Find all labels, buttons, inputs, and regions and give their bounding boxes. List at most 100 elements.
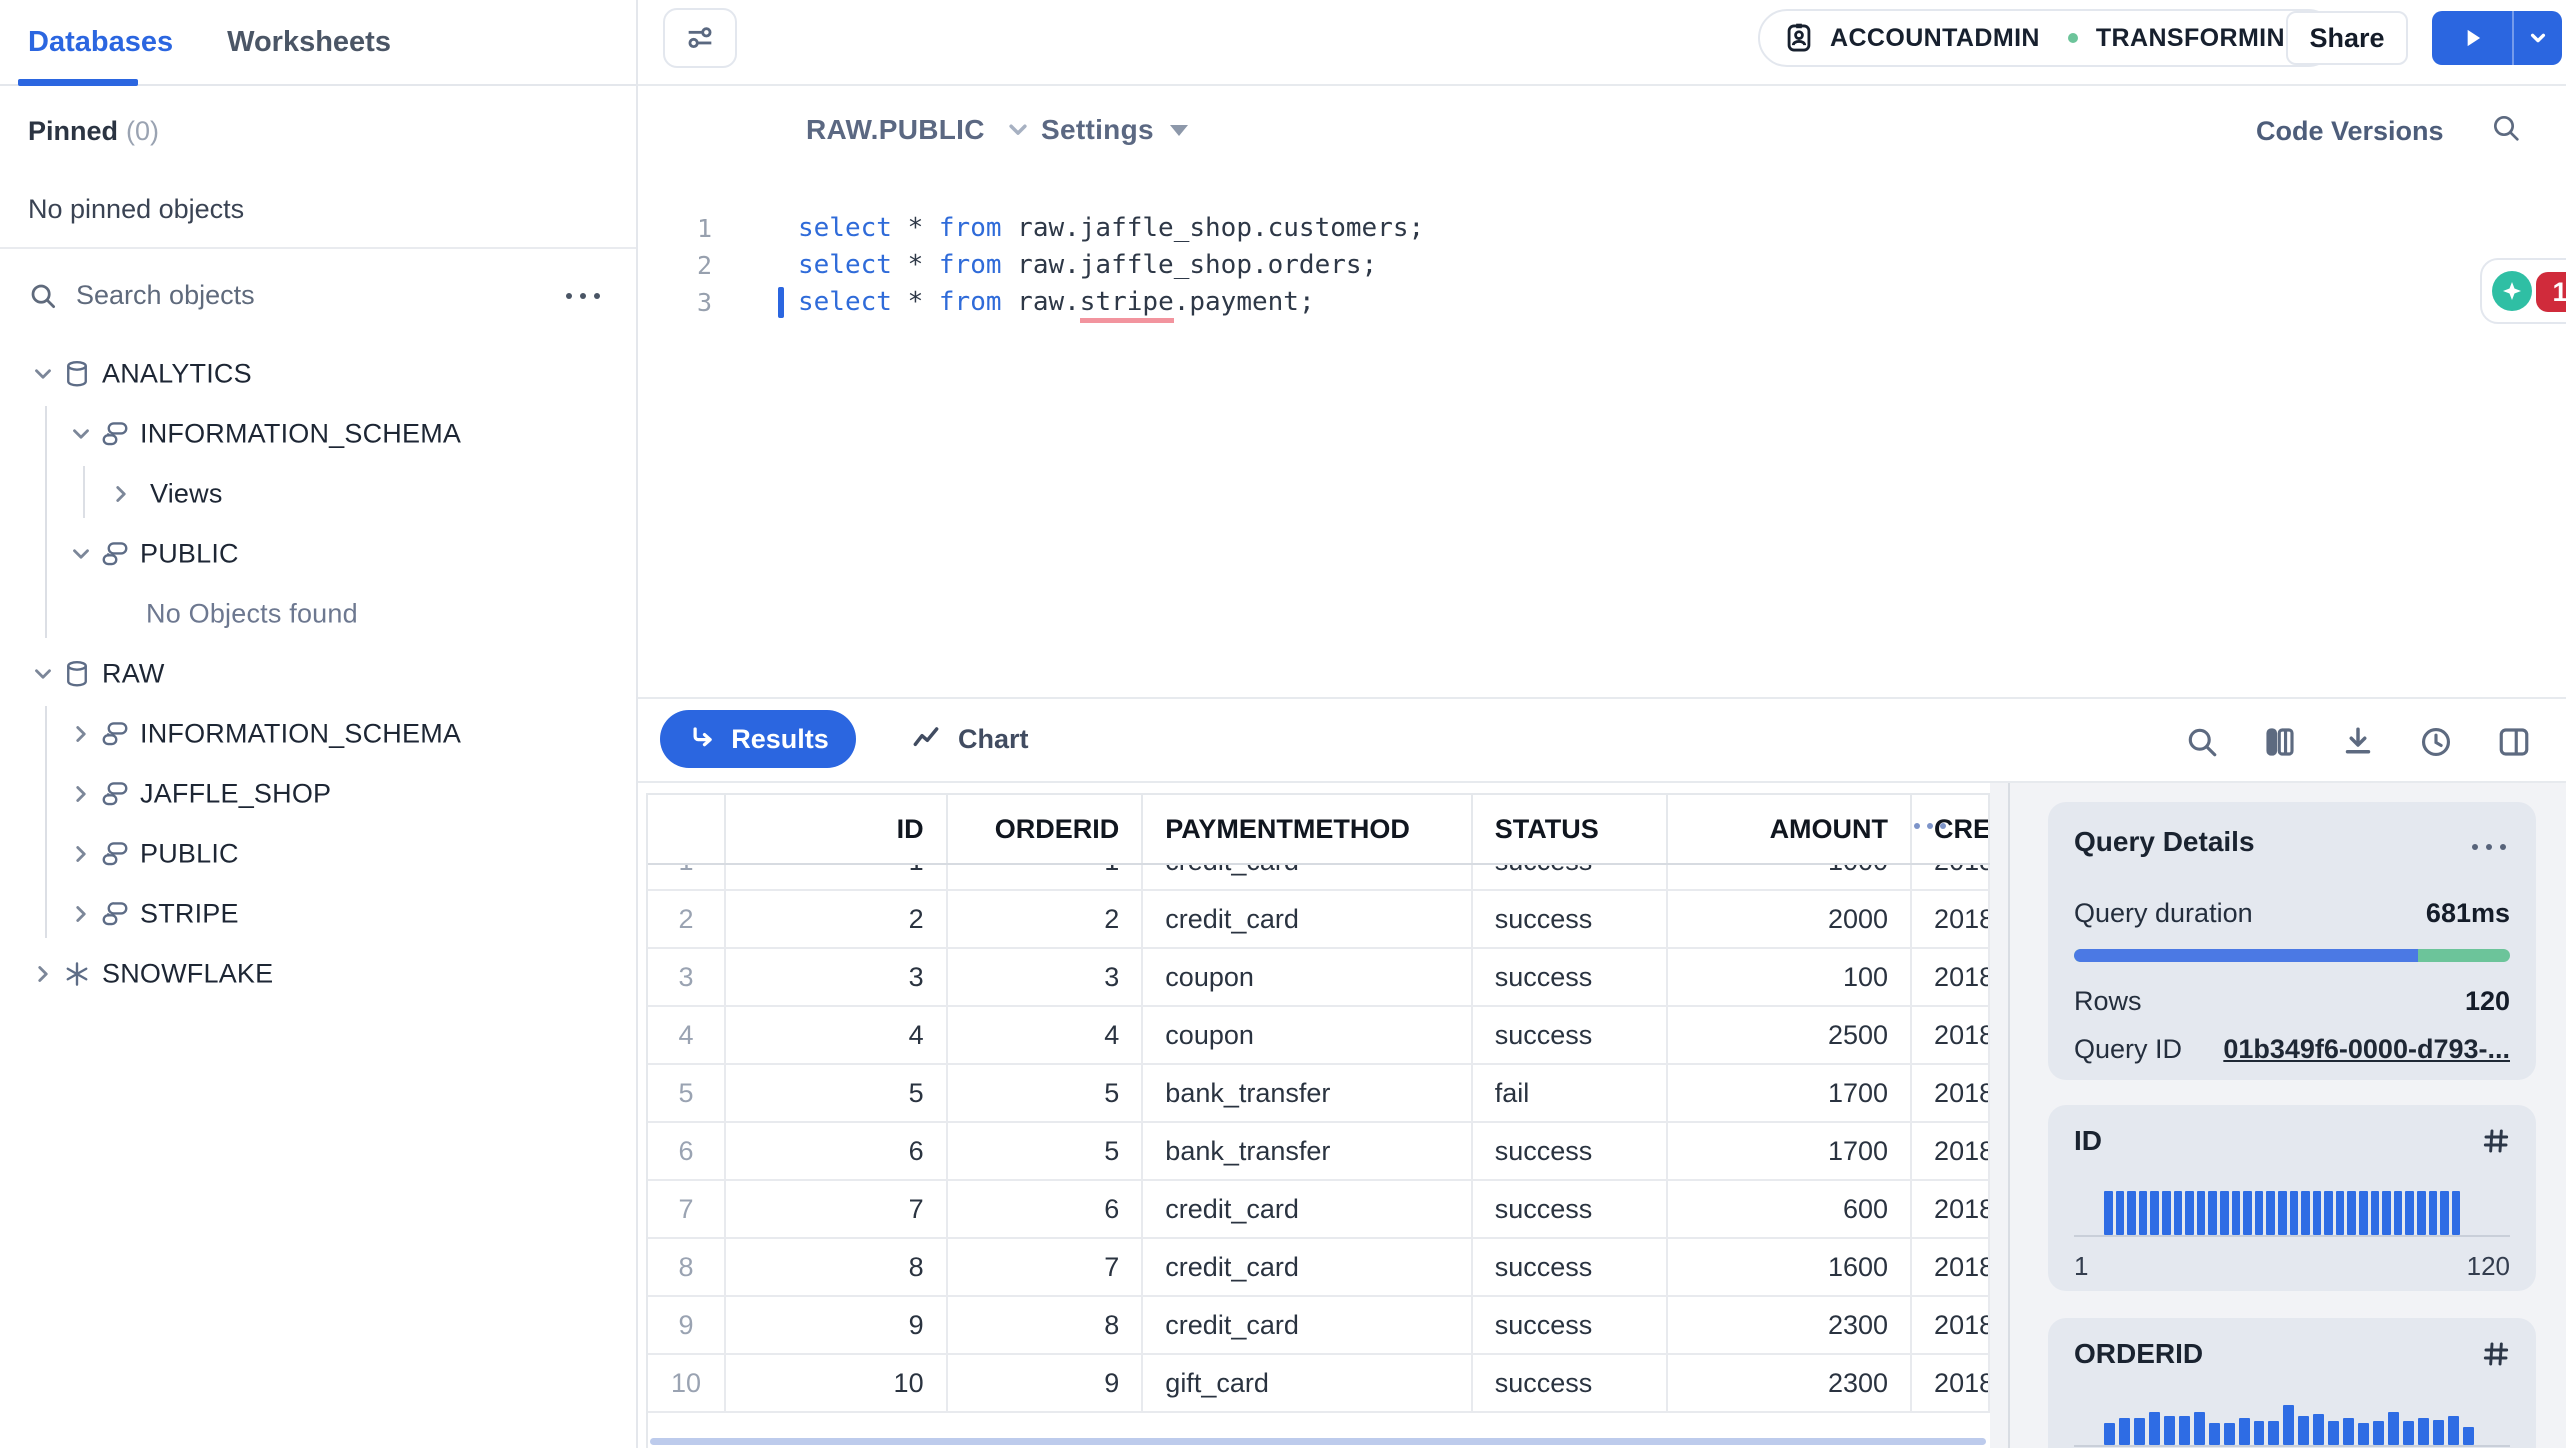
return-arrow-icon — [693, 727, 712, 747]
code-line-1[interactable]: 1 select * from raw.jaffle_shop.customers… — [638, 210, 1424, 247]
tab-worksheets[interactable]: Worksheets — [227, 25, 391, 58]
grid-body: 111credit_cardsuccess10002018222credit_c… — [648, 833, 1990, 1413]
table-row[interactable]: 9 9 8 credit_card success 2300 2018 — [648, 1297, 1990, 1355]
query-details-menu[interactable] — [2464, 836, 2514, 858]
table-row[interactable]: 5 5 5 bank_transfer fail 1700 2018 — [648, 1065, 1990, 1123]
object-search[interactable]: Search objects — [0, 249, 636, 342]
download-button[interactable] — [2340, 724, 2376, 760]
history-button[interactable] — [2418, 724, 2454, 760]
chevron-down-icon — [73, 549, 89, 559]
split-panel-button[interactable] — [2496, 724, 2532, 760]
database-context-label: RAW.PUBLIC — [806, 114, 985, 145]
sidebar-more-menu[interactable] — [558, 285, 608, 307]
tree-expander[interactable] — [30, 661, 56, 687]
tree-item-analytics[interactable]: ANALYTICS — [0, 344, 636, 404]
code-area[interactable]: 1 select * from raw.jaffle_shop.customers… — [638, 210, 1424, 323]
settings-dropdown[interactable]: Settings — [1041, 114, 1188, 146]
schema-icon — [102, 782, 128, 806]
code-text: select * from raw.stripe.payment; — [798, 284, 1315, 323]
tree-expander[interactable] — [68, 841, 94, 867]
grid-scrollbar-track[interactable] — [2008, 783, 2010, 1448]
tree-item-snowflake[interactable]: SNOWFLAKE — [0, 944, 636, 1004]
tree-item-label: INFORMATION_SCHEMA — [140, 718, 462, 749]
share-button[interactable]: Share — [2286, 11, 2408, 65]
code-versions-link[interactable]: Code Versions — [2256, 116, 2444, 146]
column-header-id[interactable]: ID — [726, 795, 948, 863]
column-header-created[interactable]: CREATED — [1912, 795, 1990, 863]
tree-expander[interactable] — [108, 481, 134, 507]
table-row[interactable]: 10 10 9 gift_card success 2300 2018 — [648, 1355, 1990, 1413]
search-results-button[interactable] — [2184, 724, 2220, 760]
tree-expander[interactable] — [30, 361, 56, 387]
context-selector[interactable]: ACCOUNTADMIN TRANSFORMING — [1758, 9, 2337, 67]
run-button[interactable] — [2432, 11, 2514, 65]
run-options-button[interactable] — [2514, 11, 2562, 65]
tree-item-views[interactable]: Views — [0, 464, 636, 524]
settings-label: Settings — [1041, 114, 1154, 145]
code-line-2[interactable]: 2 select * from raw.jaffle_shop.orders; — [638, 247, 1424, 284]
sql-editor[interactable]: RAW.PUBLIC Settings Code Versions 1 selec… — [638, 86, 2566, 697]
table-row[interactable]: 2 2 2 credit_card success 2000 2018 — [648, 891, 1990, 949]
numeric-column-icon[interactable] — [2480, 1125, 2512, 1162]
tree-item-jaffle-shop[interactable]: JAFFLE_SHOP — [0, 764, 636, 824]
tree-item-label: PUBLIC — [140, 838, 239, 869]
code-line-3[interactable]: 3 select * from raw.stripe.payment; — [638, 284, 1424, 323]
tab-databases[interactable]: Databases — [28, 25, 174, 58]
tab-chart[interactable]: Chart — [900, 710, 1039, 768]
chevron-down-icon — [2530, 33, 2546, 43]
tree-expander[interactable] — [68, 421, 94, 447]
table-cell: success — [1473, 1297, 1669, 1353]
horizontal-scrollbar[interactable] — [650, 1438, 1986, 1445]
column-header-paymentmethod[interactable]: PAYMENTMETHOD — [1143, 795, 1473, 863]
chevron-right-icon — [76, 846, 86, 862]
column-header-orderid[interactable]: ORDERID — [948, 795, 1144, 863]
tree-item-label: PUBLIC — [140, 538, 239, 569]
tab-results[interactable]: Results — [660, 710, 856, 768]
numeric-column-icon[interactable] — [2480, 1338, 2512, 1375]
table-cell: 9 — [648, 1297, 726, 1353]
id-axis-min: 1 — [2074, 1251, 2089, 1281]
column-header-amount[interactable]: AMOUNT — [1668, 795, 1913, 863]
query-id-link[interactable]: 01b349f6-0000-d793-... — [2223, 1034, 2510, 1064]
copilot-suggestion-pill[interactable]: 1 — [2480, 258, 2566, 324]
worksheet-options-button[interactable] — [663, 8, 737, 68]
table-row[interactable]: 4 4 4 coupon success 2500 2018 — [648, 1007, 1990, 1065]
chevron-down-icon — [35, 369, 51, 379]
tree-expander[interactable] — [30, 961, 56, 987]
editor-search-button[interactable] — [2490, 112, 2522, 149]
table-cell: 2 — [648, 891, 726, 947]
tree-expander[interactable] — [68, 901, 94, 927]
tree-item-raw[interactable]: RAW — [0, 644, 636, 704]
tree-expander[interactable] — [68, 721, 94, 747]
id-histogram — [2104, 1191, 2462, 1235]
role-label: ACCOUNTADMIN — [1830, 23, 2040, 52]
tree-item-information-schema[interactable]: INFORMATION_SCHEMA — [0, 704, 636, 764]
column-options-button[interactable] — [1914, 823, 1946, 829]
tree-indent-guide — [45, 406, 47, 638]
tree-item-public[interactable]: PUBLIC — [0, 824, 636, 884]
tree-item-information-schema[interactable]: INFORMATION_SCHEMA — [0, 404, 636, 464]
table-row[interactable]: 8 8 7 credit_card success 1600 2018 — [648, 1239, 1990, 1297]
table-cell: credit_card — [1143, 1297, 1473, 1353]
columns-button[interactable] — [2262, 724, 2298, 760]
pinned-section: Pinned (0) No pinned objects — [0, 86, 636, 249]
table-cell: success — [1473, 1181, 1669, 1237]
table-row[interactable]: 6 6 5 bank_transfer success 1700 2018 — [648, 1123, 1990, 1181]
table-row[interactable]: 3 3 3 coupon success 100 2018 — [648, 949, 1990, 1007]
column-header-status[interactable]: STATUS — [1473, 795, 1669, 863]
chart-tab-label: Chart — [958, 723, 1029, 754]
tree-expander[interactable] — [68, 541, 94, 567]
table-cell: 7 — [648, 1181, 726, 1237]
database-icon — [67, 360, 87, 387]
table-cell: success — [1473, 891, 1669, 947]
error-count-badge: 1 — [2536, 272, 2566, 312]
tree-item-public[interactable]: PUBLIC — [0, 524, 636, 584]
pinned-title: Pinned — [28, 116, 119, 146]
search-icon — [2494, 116, 2519, 141]
database-context-dropdown[interactable]: RAW.PUBLIC — [806, 114, 1033, 146]
tree-item-stripe[interactable]: STRIPE — [0, 884, 636, 944]
table-row[interactable]: 7 7 6 credit_card success 600 2018 — [648, 1181, 1990, 1239]
query-details-title: Query Details — [2074, 826, 2255, 857]
table-cell: 2018 — [1912, 1239, 1990, 1295]
tree-expander[interactable] — [68, 781, 94, 807]
